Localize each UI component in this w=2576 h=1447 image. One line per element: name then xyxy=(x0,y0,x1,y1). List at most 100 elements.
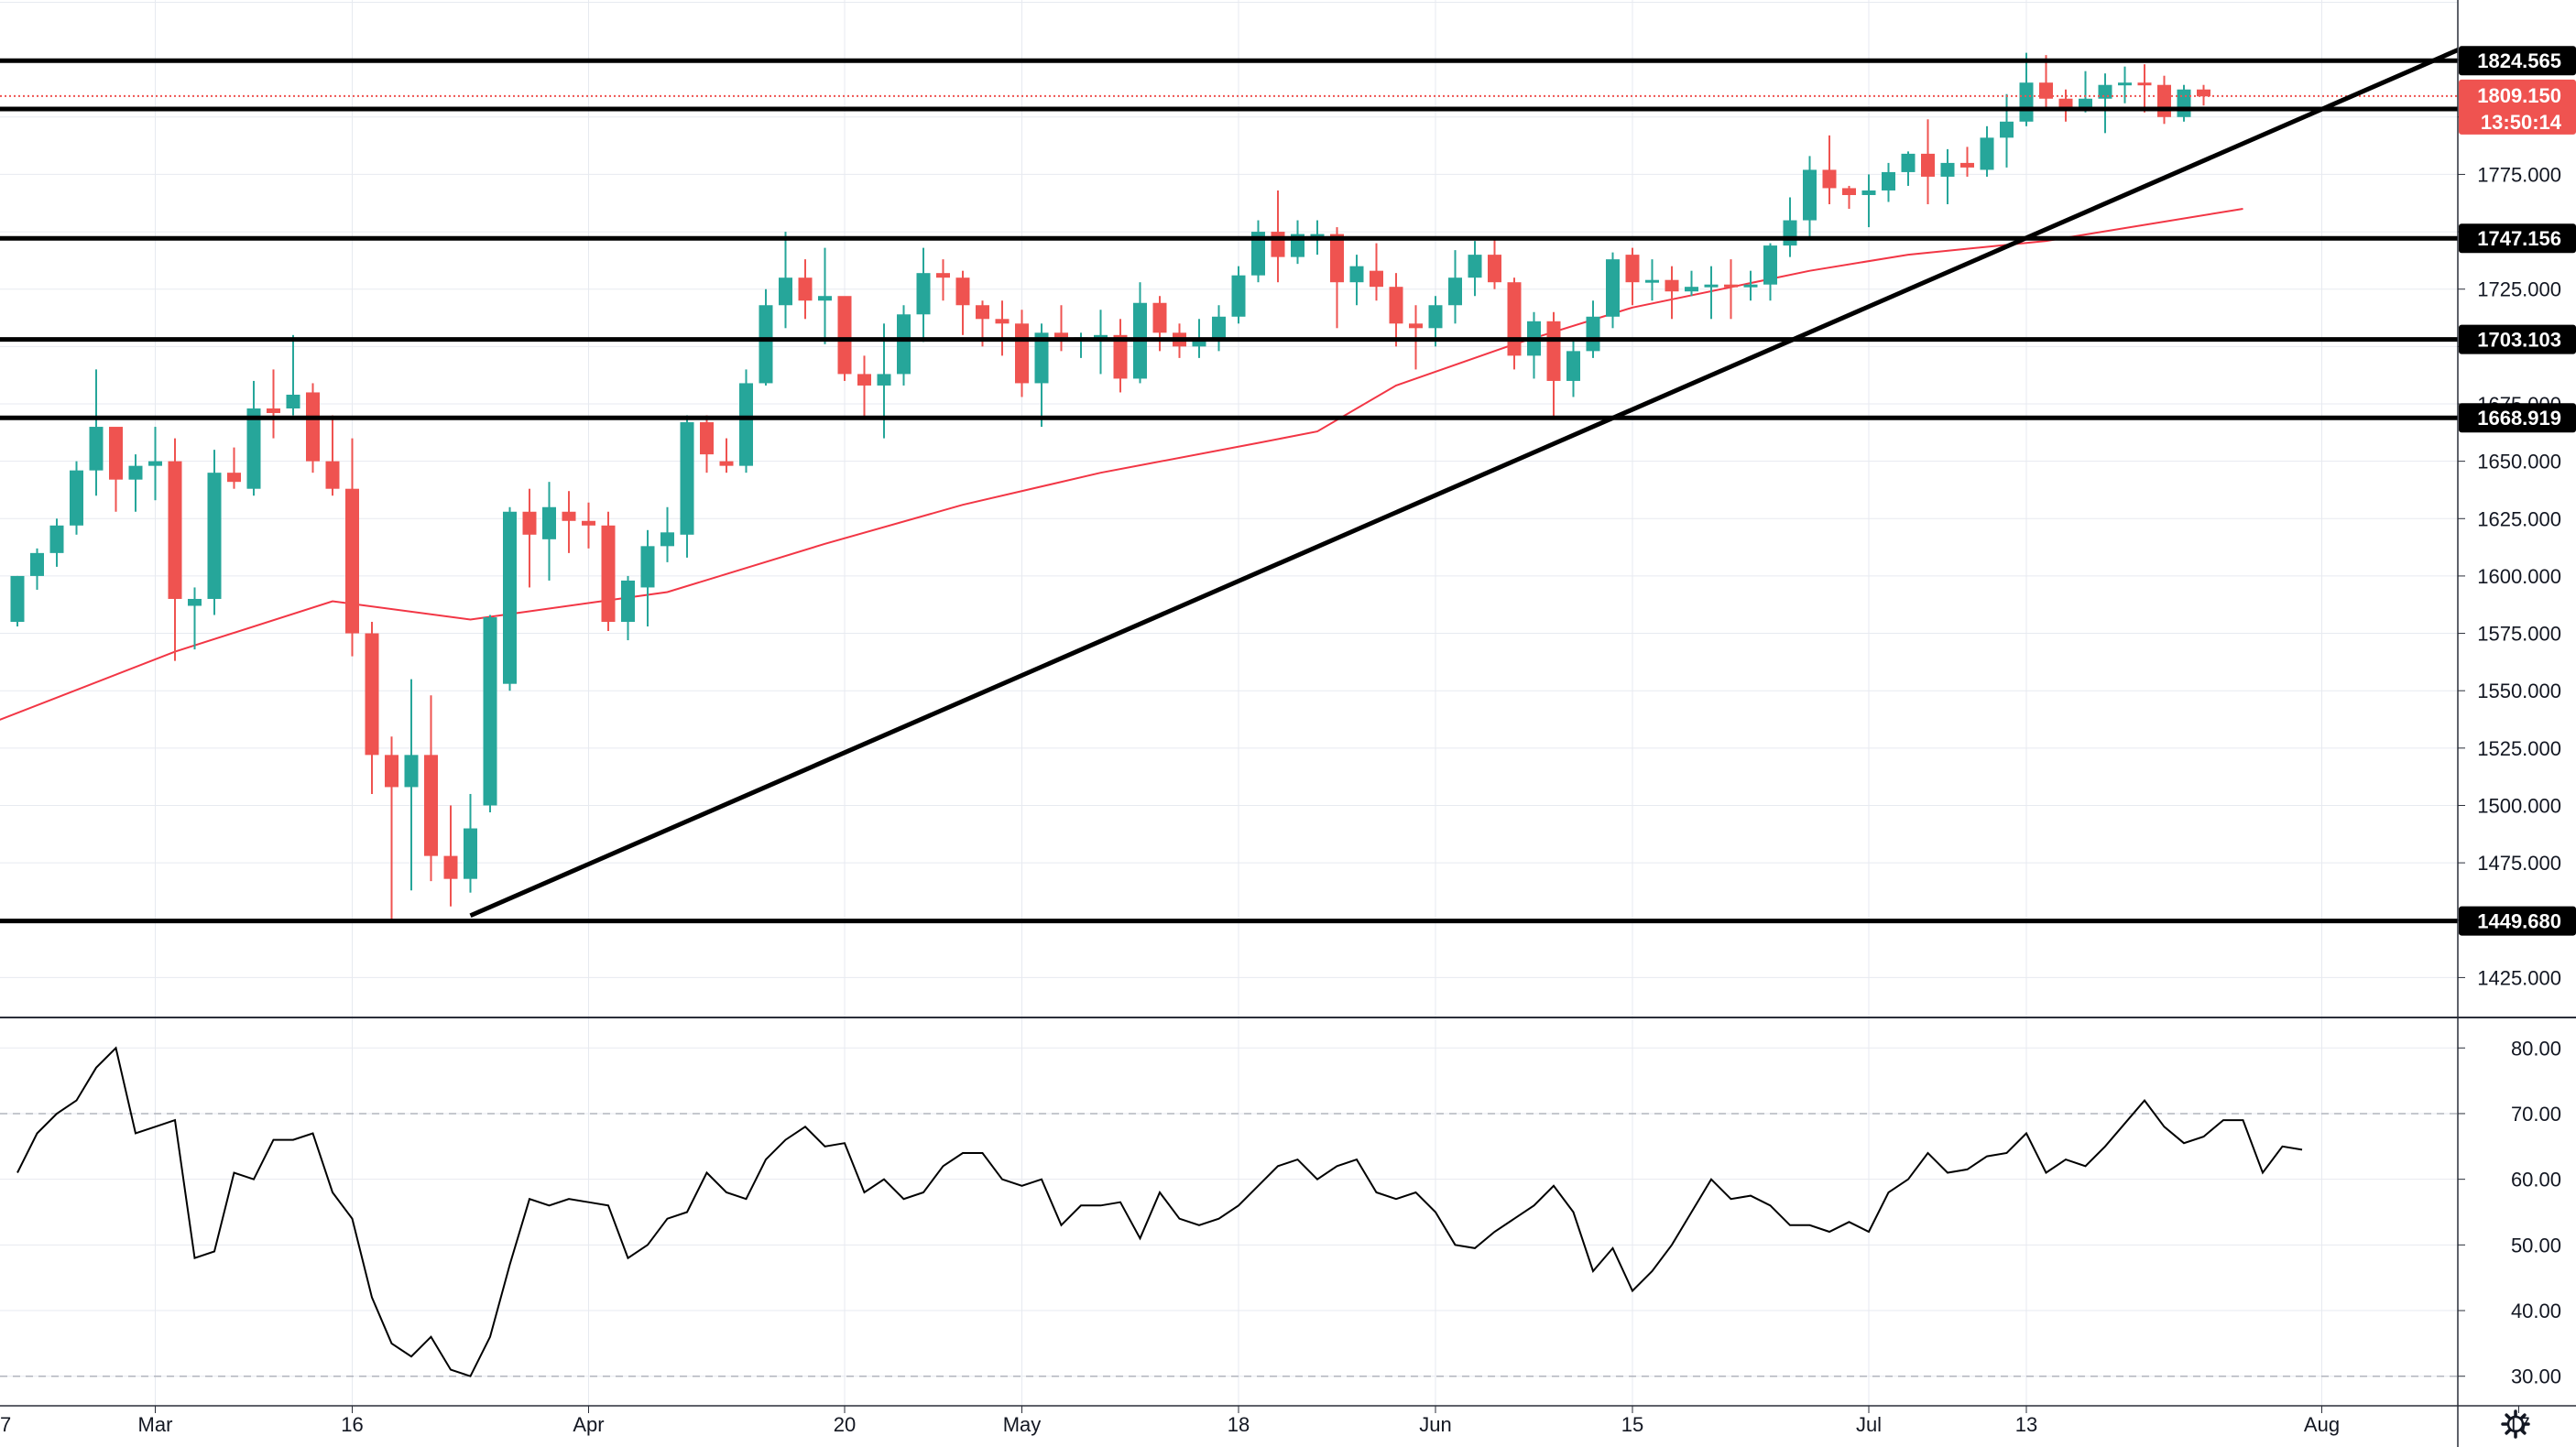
candlestick-series[interactable] xyxy=(10,52,2211,920)
candle[interactable] xyxy=(227,447,241,489)
candle[interactable] xyxy=(582,502,595,549)
candle-body xyxy=(837,296,852,375)
candle[interactable] xyxy=(443,805,458,907)
candle[interactable] xyxy=(1921,119,1935,205)
candle[interactable] xyxy=(464,793,477,893)
candle[interactable] xyxy=(1704,266,1719,320)
trendline-layer[interactable] xyxy=(469,0,2576,919)
candle[interactable] xyxy=(562,491,576,553)
candle[interactable] xyxy=(1724,259,1738,320)
candle[interactable] xyxy=(798,259,813,320)
candle[interactable] xyxy=(680,415,694,558)
candle[interactable] xyxy=(207,450,222,615)
candle[interactable] xyxy=(640,529,655,627)
candle[interactable] xyxy=(1960,147,1974,177)
candle[interactable] xyxy=(1882,162,1895,202)
candle[interactable] xyxy=(2039,55,2053,111)
candle[interactable] xyxy=(1094,310,1108,375)
candle[interactable] xyxy=(700,415,714,473)
candle[interactable] xyxy=(1980,125,1994,177)
candle[interactable] xyxy=(1743,270,1758,301)
candle[interactable] xyxy=(1940,148,1955,205)
candle[interactable] xyxy=(897,305,911,386)
candle[interactable] xyxy=(779,232,792,329)
candle[interactable] xyxy=(267,369,280,439)
candle[interactable] xyxy=(522,488,537,588)
candle[interactable] xyxy=(306,383,320,473)
candle[interactable] xyxy=(483,615,497,812)
candle[interactable] xyxy=(936,259,950,301)
candle[interactable] xyxy=(818,247,832,344)
candle[interactable] xyxy=(1566,339,1580,397)
candle[interactable] xyxy=(325,415,340,496)
candle[interactable] xyxy=(424,695,438,882)
candle[interactable] xyxy=(739,369,753,473)
candle[interactable] xyxy=(89,369,104,496)
candle[interactable] xyxy=(995,300,1010,356)
candle[interactable] xyxy=(246,380,261,496)
candle[interactable] xyxy=(286,334,300,416)
candle[interactable] xyxy=(1645,259,1659,301)
candle[interactable] xyxy=(70,461,83,535)
candle[interactable] xyxy=(2177,84,2191,122)
candle[interactable] xyxy=(955,270,970,335)
candle[interactable] xyxy=(1546,311,1561,420)
candle[interactable] xyxy=(1152,296,1167,352)
candle[interactable] xyxy=(1861,174,1876,228)
candle[interactable] xyxy=(660,506,674,562)
candle[interactable] xyxy=(188,587,202,650)
candle[interactable] xyxy=(601,511,616,632)
candle[interactable] xyxy=(404,679,419,891)
candle[interactable] xyxy=(1389,273,1403,347)
candle[interactable] xyxy=(385,736,398,920)
candle[interactable] xyxy=(503,506,517,691)
candle[interactable] xyxy=(1586,300,1600,358)
candle[interactable] xyxy=(109,427,123,512)
candle[interactable] xyxy=(1665,266,1679,320)
candle[interactable] xyxy=(1212,305,1226,352)
candle[interactable] xyxy=(1448,250,1462,324)
candle[interactable] xyxy=(2137,64,2152,113)
settings-gear-icon[interactable] xyxy=(2501,1409,2530,1439)
candle[interactable] xyxy=(542,482,556,581)
candle[interactable] xyxy=(345,438,359,657)
candle[interactable] xyxy=(1507,277,1522,370)
candle[interactable] xyxy=(1901,151,1916,186)
candle[interactable] xyxy=(148,427,162,501)
candle[interactable] xyxy=(1349,255,1364,306)
candle[interactable] xyxy=(1468,241,1482,297)
candle[interactable] xyxy=(168,438,182,661)
candle[interactable] xyxy=(2118,66,2132,103)
candle[interactable] xyxy=(621,575,635,641)
candle[interactable] xyxy=(365,622,379,794)
candle[interactable] xyxy=(1251,220,1265,283)
candle[interactable] xyxy=(10,575,25,627)
candle[interactable] xyxy=(1763,243,1777,301)
trendline[interactable] xyxy=(469,0,2576,919)
candle[interactable] xyxy=(1803,156,1817,237)
candle[interactable] xyxy=(857,355,871,420)
candle[interactable] xyxy=(1113,319,1128,393)
candle[interactable] xyxy=(30,548,44,590)
candle[interactable] xyxy=(1370,243,1383,301)
candle-body xyxy=(424,755,438,856)
candle[interactable] xyxy=(1685,270,1698,297)
candle[interactable] xyxy=(2019,52,2034,126)
candle[interactable] xyxy=(1822,135,1837,205)
candle[interactable] xyxy=(837,296,852,381)
candle[interactable] xyxy=(128,454,143,512)
candle[interactable] xyxy=(1606,252,1620,329)
candle[interactable] xyxy=(2000,93,2014,168)
candle[interactable] xyxy=(1625,247,1640,306)
candle[interactable] xyxy=(49,518,64,567)
candle[interactable] xyxy=(1842,185,1856,210)
candle[interactable] xyxy=(916,247,931,343)
rsi-pane[interactable] xyxy=(0,1046,2458,1377)
candle[interactable] xyxy=(1330,227,1344,329)
candle[interactable] xyxy=(1231,266,1246,324)
candle[interactable] xyxy=(1054,305,1068,352)
candle[interactable] xyxy=(1488,238,1501,289)
horizontal-levels[interactable] xyxy=(0,58,2458,924)
candle[interactable] xyxy=(719,438,734,473)
